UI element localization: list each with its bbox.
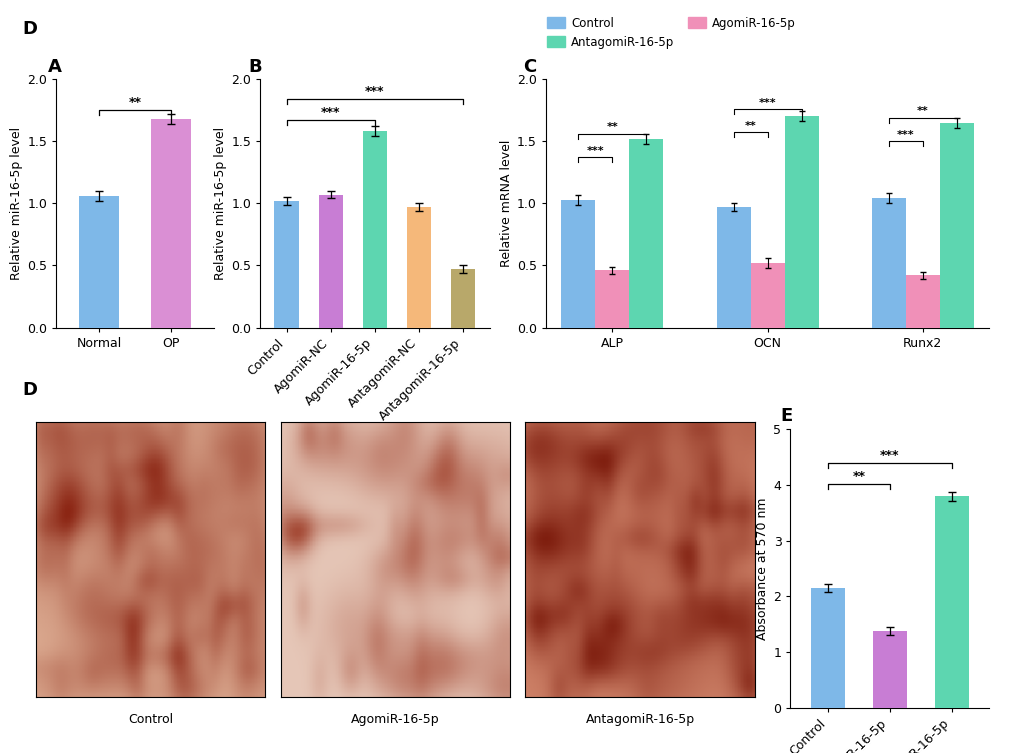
Bar — [595, 270, 629, 328]
Bar — [560, 200, 595, 328]
Text: D: D — [22, 20, 38, 38]
Bar — [450, 269, 475, 328]
Bar — [407, 207, 431, 328]
Text: ***: *** — [879, 449, 899, 462]
Bar — [934, 496, 968, 708]
Bar — [151, 119, 191, 328]
Y-axis label: Absorbance at 570 nm: Absorbance at 570 nm — [755, 497, 768, 640]
Text: **: ** — [744, 121, 756, 131]
Bar — [274, 201, 299, 328]
Bar — [938, 123, 973, 328]
Text: AgomiR-16-5p: AgomiR-16-5p — [351, 713, 439, 726]
Text: ***: *** — [321, 106, 340, 119]
Y-axis label: Relative miR-16-5p level: Relative miR-16-5p level — [10, 127, 22, 280]
Text: Control: Control — [127, 713, 173, 726]
Bar — [715, 207, 750, 328]
Text: **: ** — [128, 96, 142, 109]
Text: **: ** — [852, 471, 864, 483]
Bar — [872, 631, 906, 708]
Text: B: B — [249, 58, 262, 75]
Legend: Control, AntagomiR-16-5p, AgomiR-16-5p: Control, AntagomiR-16-5p, AgomiR-16-5p — [542, 12, 800, 53]
Bar — [363, 131, 386, 328]
Text: D: D — [22, 381, 38, 399]
Bar — [318, 194, 342, 328]
Text: **: ** — [605, 123, 618, 133]
Bar — [750, 263, 784, 328]
Text: ***: *** — [365, 84, 384, 98]
Text: A: A — [48, 58, 62, 75]
Text: ***: *** — [896, 130, 914, 140]
Text: ***: *** — [586, 146, 603, 156]
Y-axis label: Relative mRNA level: Relative mRNA level — [499, 139, 512, 267]
Bar — [79, 196, 119, 328]
Bar — [871, 198, 905, 328]
Bar — [784, 116, 818, 328]
Text: E: E — [780, 407, 792, 425]
Bar — [629, 139, 662, 328]
Bar — [905, 276, 938, 328]
Text: ***: *** — [758, 98, 775, 108]
Text: C: C — [523, 58, 536, 75]
Text: AntagomiR-16-5p: AntagomiR-16-5p — [585, 713, 694, 726]
Y-axis label: Relative miR-16-5p level: Relative miR-16-5p level — [214, 127, 226, 280]
Bar — [810, 588, 844, 708]
Text: **: ** — [916, 106, 928, 116]
